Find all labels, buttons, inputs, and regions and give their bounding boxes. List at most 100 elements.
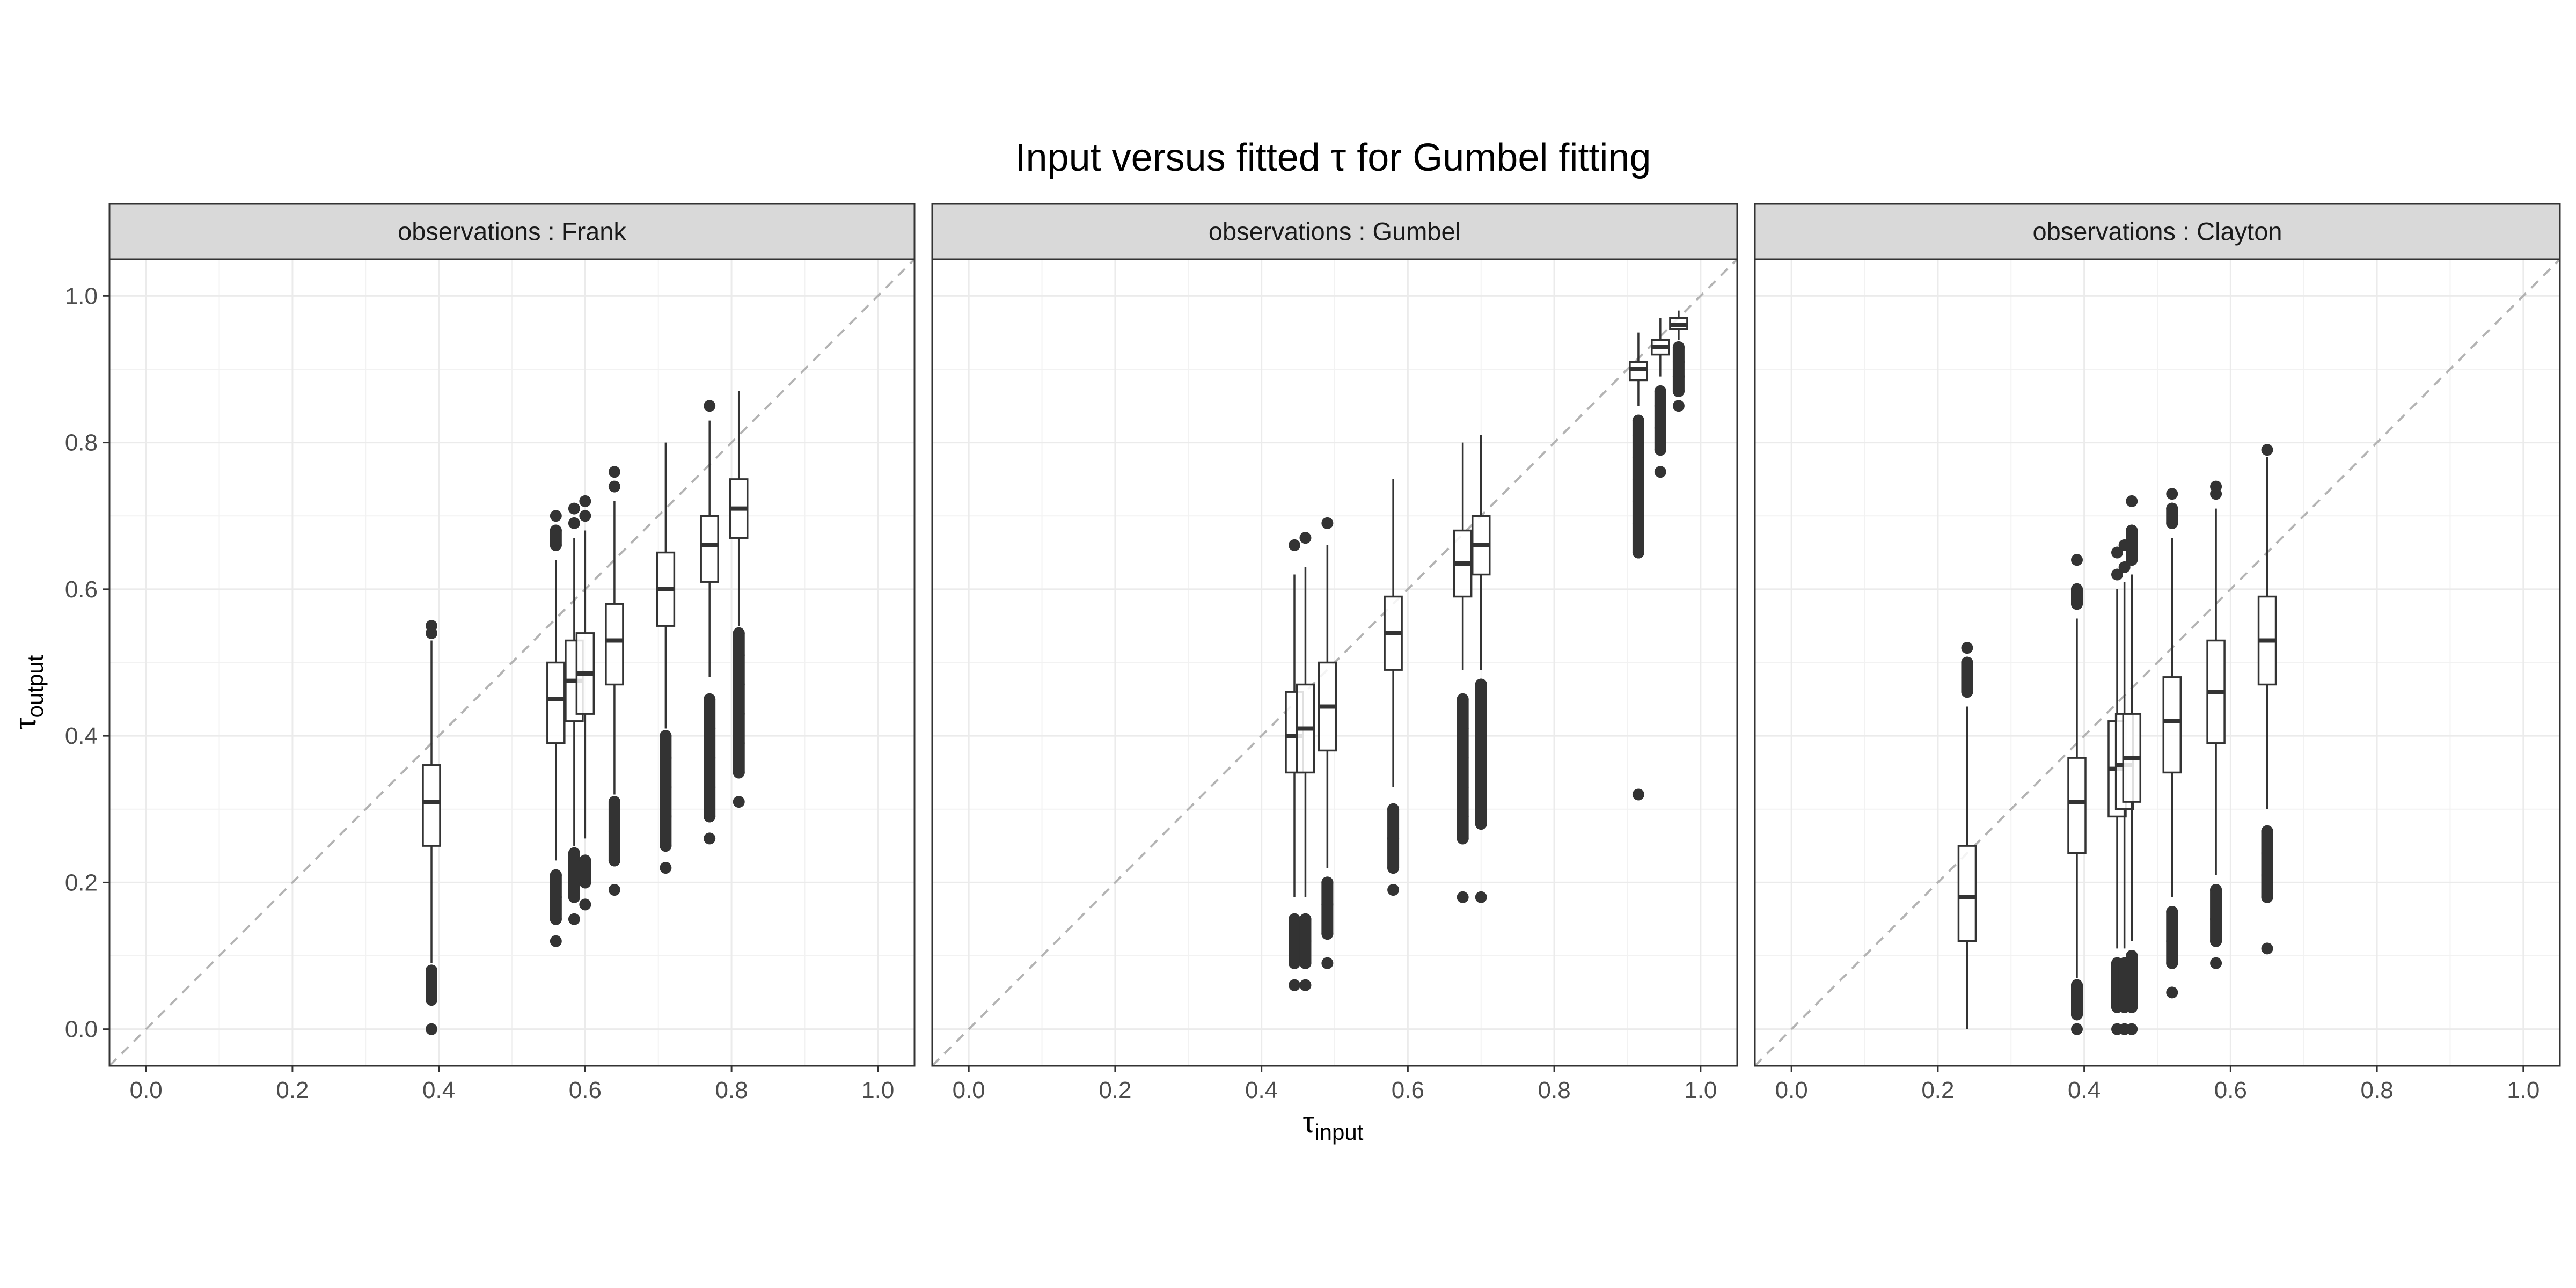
x-tick-label: 0.6	[2214, 1077, 2247, 1103]
x-tick-label: 0.4	[1245, 1077, 1278, 1103]
facet-panel: observations : Gumbel 0.0 0.2 0.4 0.6 0.8 1.0	[931, 203, 1738, 1103]
x-tick-label: 0.8	[715, 1077, 748, 1103]
y-tick-label: 0.2	[65, 869, 98, 896]
boxplot	[1651, 318, 1670, 478]
outlier-point	[2126, 495, 2138, 507]
x-axis-subscript: input	[1314, 1119, 1363, 1145]
outlier-point	[2166, 986, 2178, 999]
chart-title: Input versus fitted τ for Gumbel fitting	[1015, 136, 1651, 179]
outlier-point	[608, 480, 620, 493]
outlier-point	[1672, 400, 1685, 412]
outlier-point	[1289, 979, 1300, 991]
x-tick-label: 0.0	[953, 1077, 985, 1103]
boxplot	[2206, 480, 2226, 969]
x-axis-symbol: τ	[1303, 1106, 1315, 1139]
boxplot	[2162, 488, 2182, 999]
boxplot	[1629, 332, 1648, 801]
boxplot	[1318, 517, 1337, 969]
boxplot	[1957, 642, 1977, 1029]
outlier-point	[2166, 488, 2178, 500]
outlier-point	[2071, 1023, 2083, 1035]
box-iqr	[605, 603, 624, 686]
outlier-point	[426, 1023, 437, 1035]
panel-border	[1754, 258, 2561, 1067]
facet-strip-label: observations : Gumbel	[1209, 217, 1461, 246]
outlier-point	[1321, 517, 1334, 529]
outlier-point	[1654, 466, 1666, 478]
x-tick-label: 0.0	[1775, 1077, 1808, 1103]
x-tick-label: 1.0	[861, 1077, 894, 1103]
outlier-point	[1457, 891, 1469, 903]
outlier-point	[2210, 957, 2222, 969]
y-tick-label: 0.4	[65, 723, 98, 749]
box-iqr	[1957, 845, 1977, 942]
outlier-point	[2111, 568, 2123, 581]
y-tick-label: 0.6	[65, 576, 98, 603]
outlier-point	[1475, 891, 1487, 903]
outlier-point	[1387, 884, 1400, 896]
outlier-point	[2071, 554, 2083, 566]
y-axis-subscript: output	[23, 655, 48, 718]
boxplot	[2257, 444, 2277, 955]
box-iqr	[2067, 757, 2087, 854]
panel-border	[108, 258, 916, 1067]
x-tick-label: 0.2	[1921, 1077, 1954, 1103]
boxplot	[656, 442, 676, 874]
x-tick-label: 0.4	[2068, 1077, 2101, 1103]
outlier-point	[2261, 444, 2273, 456]
x-tick-label: 0.0	[130, 1077, 163, 1103]
x-tick-label: 0.6	[1392, 1077, 1424, 1103]
x-tick-label: 0.8	[2361, 1077, 2394, 1103]
boxplot	[546, 510, 566, 947]
boxplot	[2067, 554, 2087, 1035]
outlier-point	[660, 862, 672, 874]
outlier-point	[1961, 642, 1973, 654]
x-tick-label: 1.0	[1684, 1077, 1717, 1103]
facet-strip-label: observations : Frank	[398, 217, 626, 246]
x-tick-label: 0.8	[1538, 1077, 1571, 1103]
boxplot	[422, 620, 441, 1035]
outlier-point	[2118, 561, 2131, 573]
x-tick-label: 0.4	[422, 1077, 455, 1103]
boxplot	[1384, 479, 1403, 896]
y-axis-title: τoutput	[9, 655, 48, 729]
outlier-point	[608, 466, 620, 478]
outlier-point	[579, 510, 591, 522]
y-tick-label: 0.0	[65, 1016, 98, 1043]
x-tick-label: 0.6	[569, 1077, 602, 1103]
boxplot	[2122, 495, 2142, 1035]
boxplot	[1669, 310, 1688, 412]
facet-panels: observations : Frank 0.0 0.2 0.4 0.6 0.8 1.0 0.…	[65, 203, 2561, 1103]
outlier-point	[1289, 539, 1300, 551]
box-iqr	[422, 764, 441, 847]
y-tick-label: 1.0	[65, 283, 98, 309]
y-axis-symbol: τ	[9, 718, 42, 729]
x-tick-label: 1.0	[2507, 1077, 2540, 1103]
box-iqr	[700, 515, 719, 583]
box-iqr	[546, 661, 566, 744]
outlier-point	[2261, 942, 2273, 955]
facet-strip	[108, 203, 916, 260]
outlier-point	[579, 898, 591, 911]
outlier-point	[568, 517, 580, 529]
x-tick-label: 0.2	[1099, 1077, 1131, 1103]
outlier-point	[704, 400, 716, 412]
facet-strip	[931, 203, 1738, 260]
outlier-point	[2111, 546, 2123, 559]
outlier-point	[426, 620, 437, 632]
x-axis-title: τinput	[1303, 1106, 1364, 1145]
outlier-point	[1632, 788, 1644, 801]
boxplot	[1296, 532, 1315, 991]
outlier-point	[608, 884, 620, 896]
reference-line-y-equals-x	[1754, 258, 2561, 1067]
outlier-point	[550, 935, 562, 947]
outlier-point	[704, 832, 716, 845]
outlier-point	[550, 510, 562, 522]
x-tick-label: 0.2	[276, 1077, 309, 1103]
outlier-point	[579, 495, 591, 507]
y-tick-label: 0.8	[65, 430, 98, 456]
outlier-point	[733, 796, 745, 808]
outlier-point	[568, 502, 580, 515]
boxplot	[1285, 539, 1304, 991]
